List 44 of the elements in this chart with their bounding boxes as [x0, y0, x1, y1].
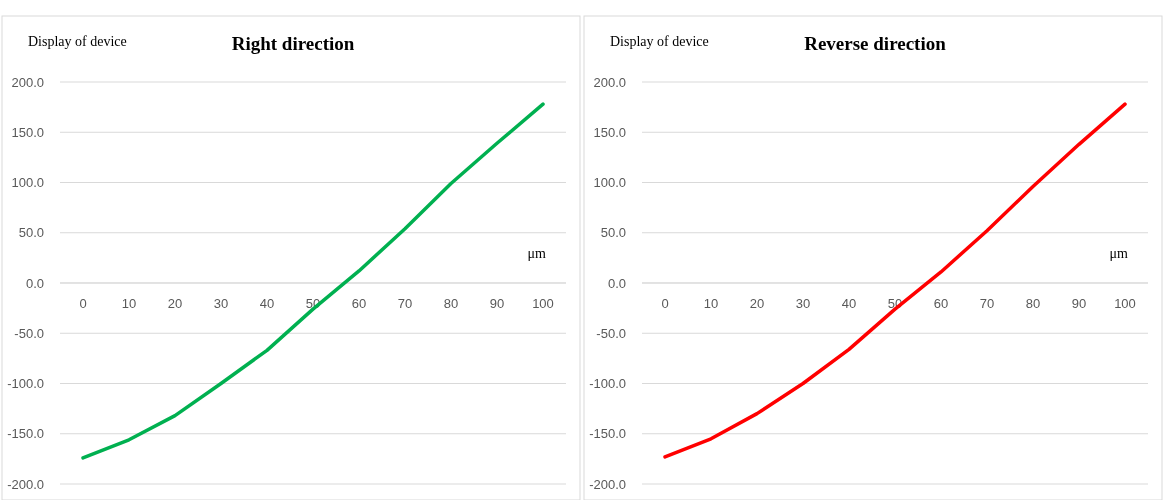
- y-tick-label: -150.0: [589, 426, 626, 442]
- y-tick-label: 150.0: [593, 124, 626, 140]
- y-tick-label: 0.0: [25, 275, 44, 291]
- x-tick-label: 80: [1025, 296, 1041, 311]
- y-tick-label: -200.0: [7, 476, 44, 492]
- y-tick-label: 100.0: [11, 175, 44, 191]
- y-tick-label: 0.0: [607, 275, 626, 291]
- y-tick-label: -200.0: [589, 476, 626, 492]
- x-tick-label: 70: [397, 296, 413, 311]
- y-tick-label: 200.0: [11, 74, 44, 90]
- y-tick-label: -150.0: [7, 426, 44, 442]
- y-axis-title: Display of device: [28, 34, 127, 49]
- x-tick-label: 20: [749, 296, 765, 311]
- chart-title: Reverse direction: [804, 33, 947, 54]
- y-tick-label: 150.0: [11, 124, 44, 140]
- x-tick-label: 20: [167, 296, 183, 311]
- y-tick-label: -100.0: [589, 376, 626, 392]
- x-tick-label: 0: [79, 296, 87, 311]
- x-tick-label: 30: [795, 296, 811, 311]
- x-axis-title: μm: [1109, 246, 1129, 261]
- x-tick-label: 100: [532, 296, 554, 311]
- x-axis-title: μm: [527, 246, 547, 261]
- y-tick-label: 100.0: [593, 175, 626, 191]
- y-tick-label: -100.0: [7, 376, 44, 392]
- x-tick-label: 40: [841, 296, 857, 311]
- y-tick-label: 50.0: [600, 225, 626, 241]
- x-tick-label: 100: [1114, 296, 1136, 311]
- x-tick-label: 80: [443, 296, 459, 311]
- x-tick-label: 70: [979, 296, 995, 311]
- x-tick-label: 0: [661, 296, 669, 311]
- y-tick-label: -50.0: [596, 325, 626, 341]
- x-tick-label: 10: [703, 296, 719, 311]
- y-tick-label: -50.0: [14, 325, 44, 341]
- chart-title: Right direction: [231, 33, 355, 54]
- x-tick-label: 40: [259, 296, 275, 311]
- x-tick-label: 90: [1071, 296, 1087, 311]
- y-tick-label: 50.0: [18, 225, 44, 241]
- x-tick-label: 30: [213, 296, 229, 311]
- x-tick-label: 90: [489, 296, 505, 311]
- y-axis-title: Display of device: [610, 34, 709, 49]
- x-tick-label: 60: [933, 296, 949, 311]
- x-tick-label: 60: [351, 296, 367, 311]
- y-tick-label: 200.0: [593, 74, 626, 90]
- x-tick-label: 10: [121, 296, 137, 311]
